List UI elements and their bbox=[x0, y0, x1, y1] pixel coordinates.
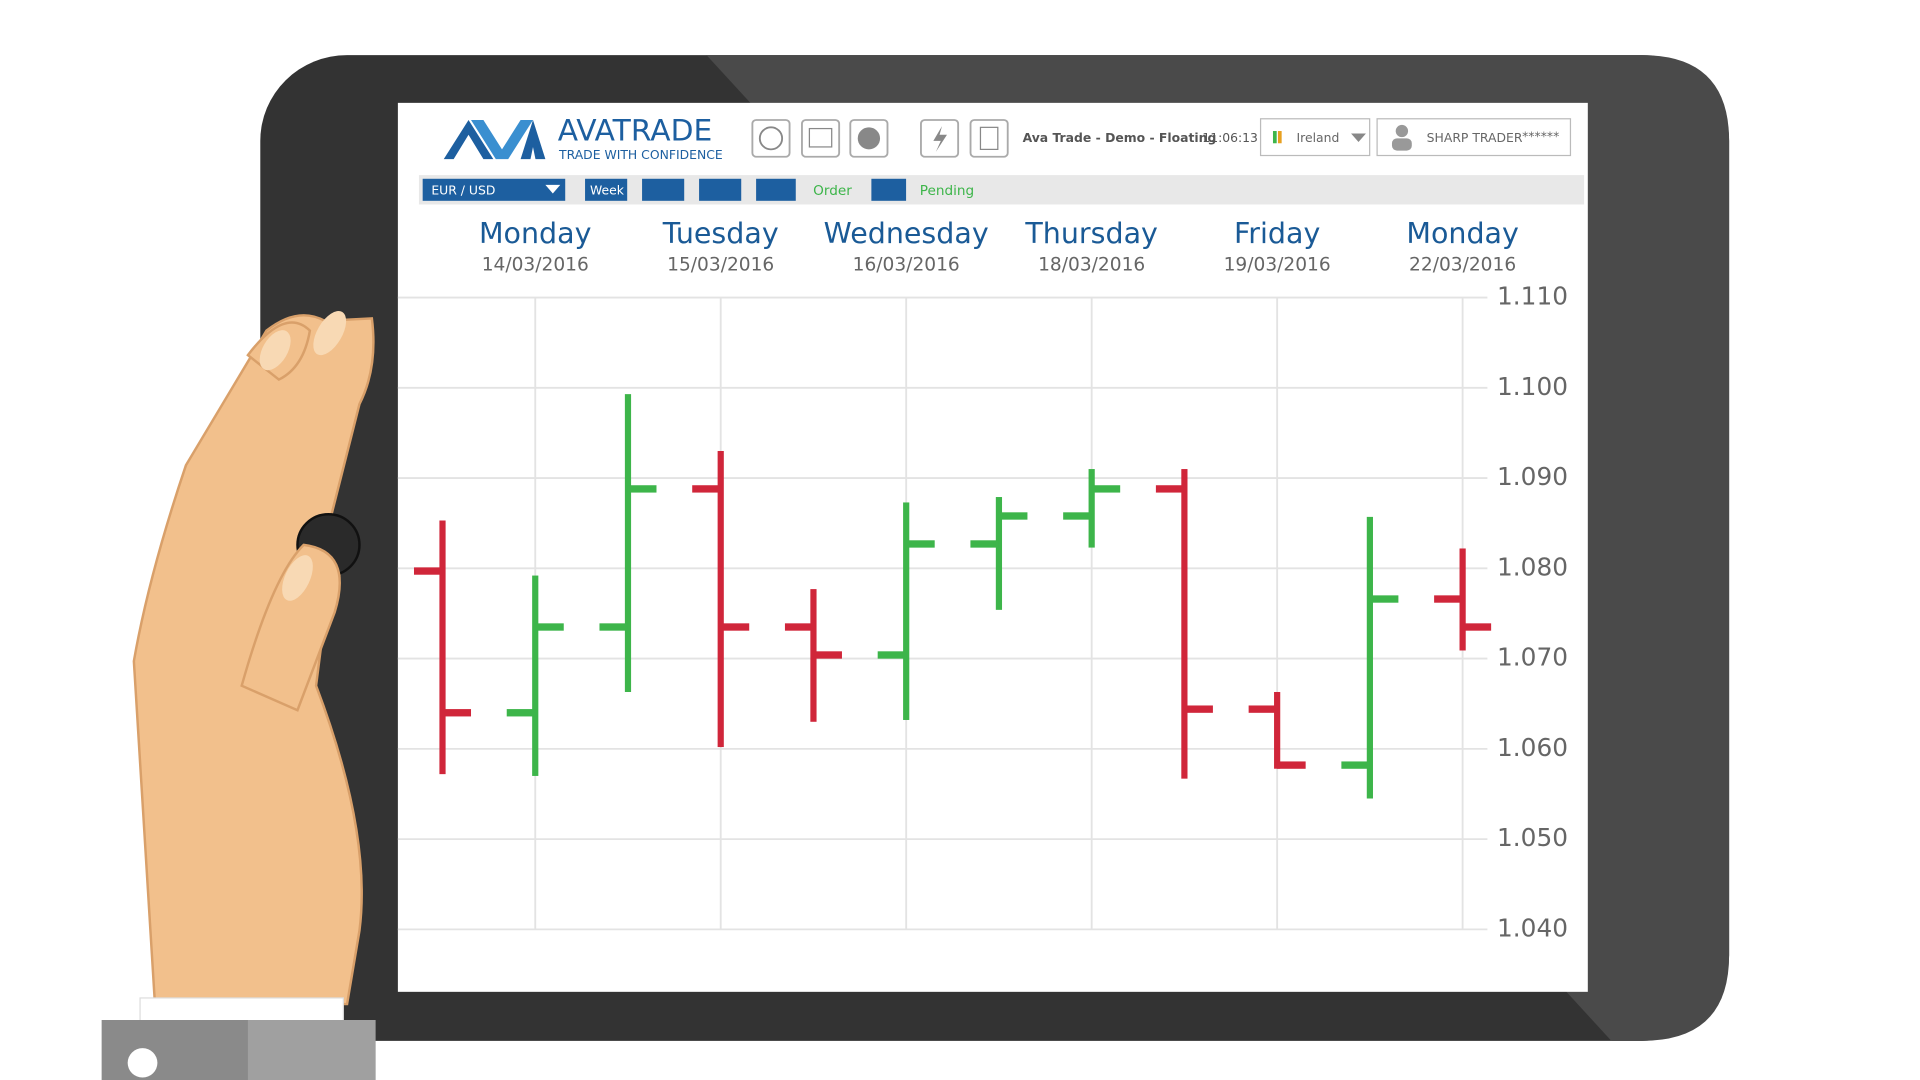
ohlc-close bbox=[1184, 705, 1213, 713]
report-button[interactable] bbox=[969, 119, 1009, 158]
x-date-label: 19/03/2016 bbox=[1224, 255, 1331, 276]
nail bbox=[259, 330, 291, 371]
ohlc-range bbox=[1274, 691, 1281, 769]
y-tick-label: 1.110 bbox=[1497, 282, 1568, 311]
country: Ireland bbox=[1297, 131, 1340, 145]
x-date-label: 15/03/2016 bbox=[667, 255, 774, 276]
deposit-button[interactable] bbox=[751, 119, 791, 158]
ohlc-range bbox=[717, 450, 724, 748]
flag bbox=[1277, 131, 1282, 144]
thumb bbox=[240, 543, 341, 712]
x-tick-label: Wednesday bbox=[824, 217, 989, 250]
ohlc-open bbox=[1063, 512, 1092, 520]
password: ****** bbox=[1522, 130, 1559, 144]
period: Week bbox=[590, 184, 625, 198]
user-name: SHARP TRADER bbox=[1427, 131, 1523, 145]
dollar-icon bbox=[758, 126, 784, 151]
nail bbox=[282, 555, 313, 601]
user-icon bbox=[1395, 124, 1409, 138]
ohlc-range bbox=[532, 575, 539, 776]
y-tick-label: 1.040 bbox=[1497, 913, 1568, 942]
period-button[interactable] bbox=[585, 178, 628, 201]
pending-button[interactable] bbox=[871, 178, 907, 201]
ohlc-range bbox=[624, 394, 632, 692]
ohlc-open bbox=[692, 485, 721, 493]
ohlc-range bbox=[1181, 469, 1188, 779]
symbol-select[interactable] bbox=[422, 178, 566, 201]
brand: AVATRADE bbox=[558, 114, 713, 148]
y-tick-label: 1.090 bbox=[1497, 462, 1568, 491]
flash-icon bbox=[933, 126, 947, 152]
y-tick-label: 1.060 bbox=[1497, 733, 1568, 762]
ohlc-range bbox=[439, 520, 446, 775]
ohlc-close bbox=[813, 651, 842, 659]
ohlc-close bbox=[1369, 595, 1399, 603]
chart: 1.110 1.100 1.090 1.080 1.070 1.060 1.050 1.040… bbox=[397, 217, 1568, 942]
ohlc-open bbox=[784, 623, 814, 631]
ohlc-range bbox=[903, 502, 910, 720]
x-tick-label: Friday bbox=[1234, 217, 1320, 250]
ohlc-close bbox=[627, 485, 657, 493]
ohlc-close bbox=[1277, 761, 1306, 769]
ohlc-open bbox=[506, 709, 536, 717]
x-date-label: 22/03/2016 bbox=[1409, 255, 1516, 276]
x-date-label: 16/03/2016 bbox=[853, 255, 960, 276]
logo-mark bbox=[443, 120, 494, 160]
tagline: TRADE WITH CONFIDENCE bbox=[558, 148, 723, 162]
sleeve-button bbox=[127, 1048, 158, 1078]
ohlc-open bbox=[413, 567, 443, 575]
x-tick-label: Monday bbox=[1406, 217, 1519, 250]
report-icon bbox=[979, 126, 999, 150]
y-tick-label: 1.070 bbox=[1497, 643, 1568, 672]
ohlc-close bbox=[535, 623, 564, 631]
ohlc-range bbox=[995, 497, 1003, 610]
nail bbox=[313, 310, 347, 356]
ohlc-open bbox=[1248, 705, 1278, 713]
y-tick-label: 1.100 bbox=[1497, 372, 1568, 401]
calendar-button[interactable] bbox=[801, 119, 841, 158]
order-label[interactable]: Order bbox=[813, 183, 852, 199]
ohlc-close bbox=[998, 512, 1028, 520]
pending-label[interactable]: Pending bbox=[920, 183, 974, 199]
logo: AVATRADE TRADE WITH CONFIDENCE bbox=[443, 114, 723, 162]
x-tick-label: Tuesday bbox=[662, 217, 779, 250]
x-tick-label: Thursday bbox=[1024, 217, 1158, 250]
dropdown-arrow bbox=[545, 184, 561, 194]
calendar-icon bbox=[808, 127, 833, 148]
x-tick-label: Monday bbox=[479, 217, 592, 250]
logo-mark bbox=[471, 120, 533, 160]
ohlc-open bbox=[1341, 761, 1370, 769]
order-button[interactable] bbox=[756, 178, 796, 201]
sleeve bbox=[247, 1020, 376, 1080]
user-icon bbox=[1391, 138, 1412, 151]
y-tick-label: 1.080 bbox=[1497, 552, 1568, 581]
ohlc-range bbox=[1088, 469, 1095, 548]
symbol: EUR / USD bbox=[431, 184, 495, 198]
ohlc-open bbox=[599, 623, 628, 631]
theme-icon bbox=[857, 127, 881, 150]
ohlc-open bbox=[1434, 595, 1463, 603]
bar-chart-button[interactable] bbox=[642, 178, 685, 201]
account-label: Ava Trade - Demo - Floating bbox=[1023, 131, 1217, 145]
ohlc-close bbox=[442, 709, 472, 717]
ohlc-close bbox=[1091, 485, 1121, 493]
ohlc-open bbox=[1155, 485, 1185, 493]
ohlc-range bbox=[1366, 516, 1373, 799]
y-tick-label: 1.050 bbox=[1497, 823, 1568, 852]
clock: 11:06:13 bbox=[1202, 131, 1258, 145]
area-chart-button[interactable] bbox=[699, 178, 742, 201]
x-date-label: 14/03/2016 bbox=[482, 255, 589, 276]
ohlc-open bbox=[970, 540, 999, 548]
ohlc-close bbox=[1462, 623, 1492, 631]
ohlc-close bbox=[906, 540, 935, 548]
flag bbox=[1272, 131, 1277, 144]
ohlc-open bbox=[877, 651, 907, 659]
x-date-label: 18/03/2016 bbox=[1038, 255, 1145, 276]
logo-mark bbox=[520, 120, 546, 160]
cuff bbox=[139, 997, 344, 1024]
dropdown-arrow bbox=[1351, 133, 1366, 143]
ohlc-close bbox=[720, 623, 750, 631]
